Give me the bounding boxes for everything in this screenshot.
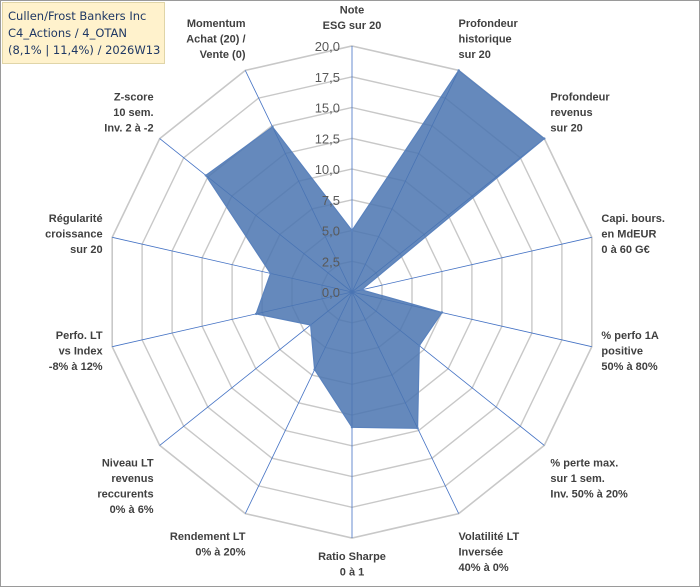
axis-label-12-line-1: 10 sem. — [113, 107, 153, 119]
data-point-10 — [254, 312, 258, 316]
axis-label-3-line-0: Capi. bours. — [601, 213, 665, 225]
axis-label-1-line-1: historique — [459, 34, 512, 46]
axis-label-9-line-2: reccurents — [97, 489, 153, 501]
data-point-0 — [350, 229, 354, 232]
axis-label-3-line-1: en MdEUR — [601, 228, 656, 240]
axis-label-9-line-0: Niveau LT — [102, 458, 154, 470]
axis-label-3-line-2: 0 à 60 G€ — [601, 244, 649, 256]
data-point-2 — [543, 137, 546, 140]
axis-label-12-line-0: Z-score — [114, 91, 154, 103]
axis-label-9-line-3: 0% à 6% — [110, 504, 154, 516]
axis-label-12-line-2: Inv. 2 à -2 — [104, 122, 153, 134]
axis-label-1: Profondeur historique sur 20 — [459, 18, 519, 61]
axis-label-2-line-0: Profondeur — [550, 91, 610, 103]
axis-label-4-line-0: % perfo 1A — [601, 330, 659, 342]
axis-label-6: Volatilité LT Inversée 40% à 0% — [459, 531, 520, 574]
axis-label-11-line-2: sur 20 — [70, 244, 102, 256]
tick-labels: 0,0 2,5 5,0 7,5 10,0 12,5 15,0 17,5 20,0 — [315, 39, 340, 300]
axis-label-0-line-1: ESG sur 20 — [323, 20, 382, 32]
data-series-area — [204, 69, 546, 429]
data-point-11 — [269, 272, 272, 275]
axis-label-6-line-2: 40% à 0% — [459, 562, 509, 574]
chart-title-box: Cullen/Frost Bankers Inc C4_Actions / 4_… — [2, 2, 165, 64]
axis-label-7-line-0: Ratio Sharpe — [318, 551, 386, 563]
axis-label-6-line-0: Volatilité LT — [459, 531, 520, 543]
axis-label-11-line-1: croissance — [45, 228, 102, 240]
tick-label-0: 0,0 — [322, 285, 340, 300]
axis-label-8-line-1: 0% à 20% — [195, 546, 245, 558]
axis-label-3: Capi. bours. en MdEUR 0 à 60 G€ — [601, 213, 665, 256]
tick-label-3: 7,5 — [322, 193, 340, 208]
axis-label-10-line-2: -8% à 12% — [49, 361, 103, 373]
spoke-3 — [351, 236, 592, 293]
axis-label-13-line-1: Achat (20) / — [186, 34, 245, 46]
tick-label-1: 2,5 — [322, 254, 340, 269]
data-area — [204, 69, 546, 430]
axis-label-4: % perfo 1A positive 50% à 80% — [601, 330, 659, 373]
tick-label-6: 15,0 — [315, 101, 340, 116]
data-point-1 — [457, 69, 460, 72]
axis-label-1-line-2: sur 20 — [459, 49, 491, 61]
axis-label-13: Momentum Achat (20) / Vente (0) — [186, 18, 246, 61]
axis-label-5-line-1: sur 1 sem. — [550, 473, 604, 485]
data-point-12 — [204, 174, 207, 177]
tick-label-2: 5,0 — [322, 224, 340, 239]
axis-label-0-line-0: Note — [340, 5, 364, 17]
axis-label-9-line-1: revenus — [111, 473, 153, 485]
axis-label-9: Niveau LT revenus reccurents 0% à 6% — [97, 458, 154, 516]
axis-label-10-line-1: vs Index — [59, 346, 104, 358]
axis-label-5-line-0: % perte max. — [550, 458, 618, 470]
chart-title-line-2: C4_Actions / 4_OTAN — [8, 26, 128, 40]
axis-label-10-line-0: Perfo. LT — [56, 330, 103, 342]
tick-label-8: 20,0 — [315, 39, 340, 54]
axis-label-4-line-2: 50% à 80% — [601, 361, 657, 373]
axis-labels: Note ESG sur 20 Profondeur historique sur 20… — [45, 5, 665, 579]
axis-label-1-line-0: Profondeur — [459, 18, 519, 30]
data-point-8 — [313, 368, 316, 371]
axis-label-5-line-2: Inv. 50% à 20% — [550, 489, 628, 501]
axis-label-7: Ratio Sharpe 0 à 1 — [318, 551, 386, 579]
axis-label-4-line-1: positive — [601, 346, 643, 358]
data-point-5 — [418, 344, 421, 347]
tick-label-4: 10,0 — [315, 162, 340, 177]
axis-label-6-line-1: Inversée — [459, 546, 504, 558]
axis-label-0: Note ESG sur 20 — [323, 5, 382, 33]
axis-label-5: % perte max. sur 1 sem. Inv. 50% à 20% — [550, 458, 628, 501]
axis-label-7-line-1: 0 à 1 — [340, 567, 364, 579]
data-point-13 — [271, 125, 274, 129]
axis-label-11-line-0: Régularité — [49, 213, 103, 225]
data-point-3 — [360, 288, 363, 291]
axis-label-11: Régularité croissance sur 20 — [45, 213, 102, 256]
axis-label-8: Rendement LT 0% à 20% — [170, 531, 246, 559]
axis-label-10: Perfo. LT vs Index -8% à 12% — [49, 330, 104, 373]
axis-label-2-line-2: sur 20 — [550, 122, 582, 134]
tick-label-5: 12,5 — [315, 131, 340, 146]
chart-title-line-1: Cullen/Frost Bankers Inc — [8, 9, 147, 23]
data-point-7 — [350, 426, 354, 429]
data-point-9 — [309, 323, 312, 327]
axis-label-2-line-1: revenus — [550, 107, 592, 119]
data-point-6 — [416, 427, 419, 430]
data-point-4 — [440, 311, 444, 314]
axis-label-12: Z-score 10 sem. Inv. 2 à -2 — [104, 91, 153, 134]
axis-label-2: Profondeur revenus sur 20 — [550, 91, 610, 134]
chart-title-line-3: (8,1% | 11,4%) / 2026W13 — [8, 43, 161, 57]
axis-label-8-line-0: Rendement LT — [170, 531, 246, 543]
axis-label-13-line-0: Momentum — [187, 18, 246, 30]
axis-label-13-line-2: Vente (0) — [200, 49, 246, 61]
tick-label-7: 17,5 — [315, 70, 340, 85]
